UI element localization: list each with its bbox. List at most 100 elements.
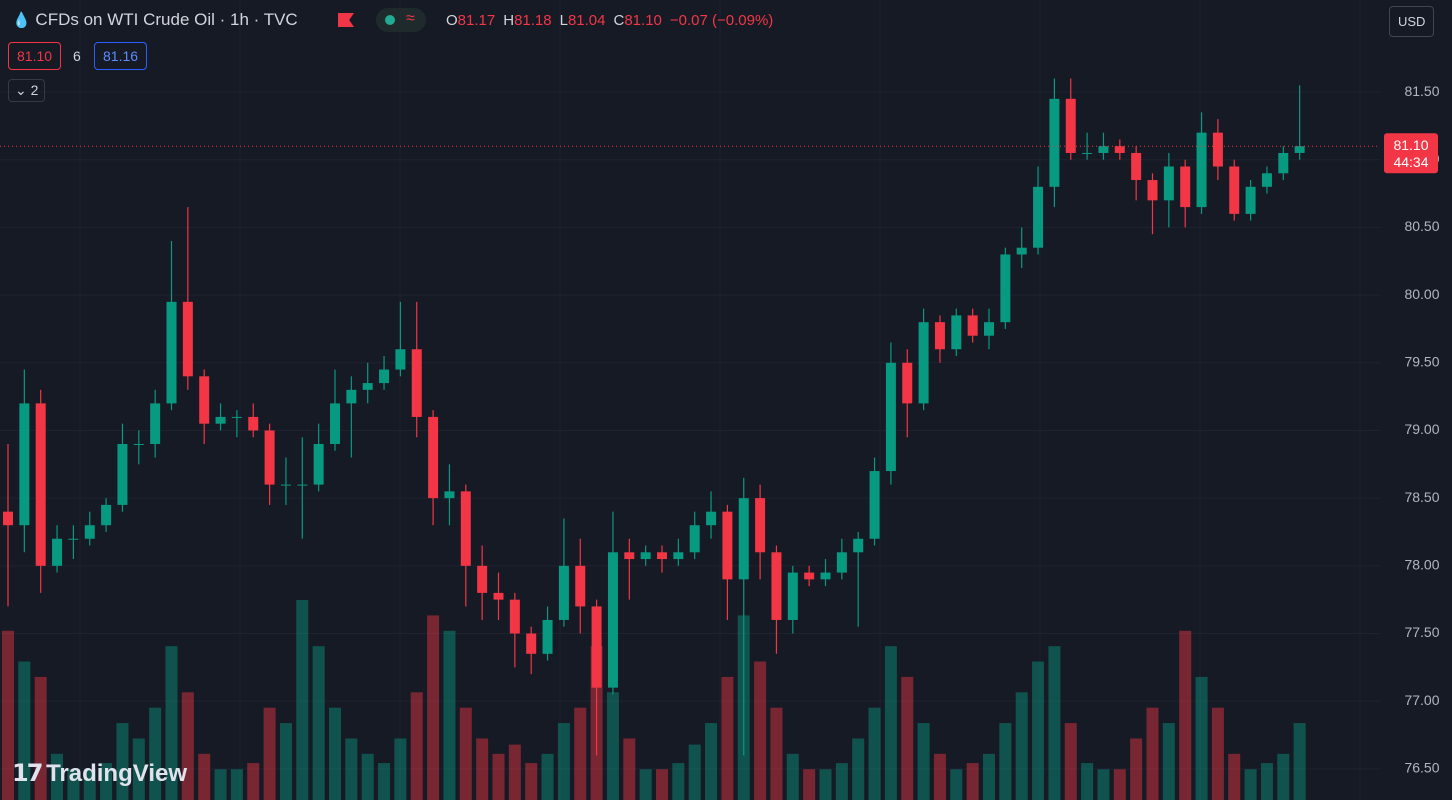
candle-body (362, 383, 373, 390)
y-tick-label: 77.00 (1404, 692, 1439, 708)
candle-body (444, 491, 455, 499)
volume-bar (51, 753, 64, 800)
candle-body (689, 525, 700, 553)
volume-bar (917, 723, 930, 800)
ohlc-value: 81.17 (457, 12, 496, 29)
volume-bar (100, 763, 113, 800)
candle-body (738, 498, 749, 580)
volume-bar (361, 753, 374, 800)
volume-bar (230, 769, 243, 800)
candle-body (231, 416, 242, 418)
volume-bar (606, 692, 619, 800)
candle-body (967, 315, 978, 336)
candle-body (1229, 166, 1240, 214)
candle-body (395, 349, 406, 370)
volume-bar (901, 676, 914, 800)
candle-body (101, 504, 112, 526)
volume-bar (508, 744, 521, 800)
symbol-title[interactable]: CFDs on WTI Crude Oil · 1h · TVC (35, 10, 298, 29)
volume-bar (263, 707, 276, 800)
status-pill[interactable]: ≈ (376, 8, 426, 32)
volume-bar (165, 646, 178, 800)
y-tick-label: 80.00 (1404, 286, 1439, 302)
volume-bar (966, 763, 979, 800)
price-tag-label: 81.10 (1393, 137, 1428, 153)
candle-body (133, 443, 144, 445)
candle-body (1131, 152, 1142, 181)
candle-body (591, 606, 602, 688)
candle-body (1245, 186, 1256, 214)
volume-bar (525, 763, 538, 800)
candle-body (787, 572, 798, 620)
volume-bar (1130, 738, 1143, 800)
candle-body (264, 430, 275, 485)
volume-bar (1064, 723, 1077, 800)
volume-bar (770, 707, 783, 800)
candle-body (297, 484, 308, 486)
volume-bar (83, 769, 96, 800)
candle-body (248, 416, 259, 431)
y-tick-label: 78.00 (1404, 557, 1439, 573)
candle-body (1098, 146, 1109, 153)
candle-body (346, 389, 357, 404)
title-row: 💧 CFDs on WTI Crude Oil · 1h · TVC (12, 10, 298, 30)
volume-bar (67, 769, 80, 800)
volume-bar (754, 661, 767, 800)
volume-bar (1211, 707, 1224, 800)
indicators-toggle[interactable]: ⌄ 2 (8, 79, 46, 102)
candle-body (3, 511, 13, 526)
candle-body (885, 362, 896, 472)
volume-bar (557, 723, 570, 800)
volume-bar (198, 753, 211, 800)
volume-bar (410, 692, 423, 800)
candle-body (477, 565, 488, 593)
volume-bar (950, 769, 963, 800)
volume-bar (999, 723, 1012, 800)
sell-button[interactable]: 81.10 (8, 42, 62, 70)
volume-bar (116, 723, 129, 800)
volume-bar (329, 707, 341, 800)
candle-body (84, 525, 95, 539)
volume-bar (884, 646, 897, 800)
volume-bar (803, 769, 816, 800)
flag-icon[interactable] (338, 13, 354, 27)
volume-bar (672, 763, 685, 800)
candle-body (951, 315, 962, 350)
currency-button[interactable]: USD (1389, 6, 1435, 37)
volume-bar (132, 738, 145, 800)
candle-body (771, 552, 782, 620)
ohlc-label: O (446, 12, 458, 29)
change: −0.07 (−0.09%) (669, 12, 774, 29)
y-tick-label: 77.50 (1404, 624, 1439, 640)
candle-body (411, 349, 422, 417)
y-tick-label: 79.00 (1404, 421, 1439, 437)
volume-bar (492, 753, 505, 800)
candle-body (542, 619, 553, 654)
candle-body (166, 301, 177, 404)
candle-body (1212, 132, 1223, 167)
y-tick-label: 81.50 (1404, 83, 1439, 99)
buy-button[interactable]: 81.16 (94, 42, 148, 70)
candle-body (182, 301, 193, 377)
volume-bar (149, 707, 162, 800)
volume-bar (394, 738, 407, 800)
volume-bar (868, 707, 881, 800)
y-tick-label: 78.50 (1404, 489, 1439, 505)
volume-bar (983, 753, 995, 800)
candle-body (526, 633, 537, 654)
chevron: ⌄ (15, 82, 31, 98)
candle-body (918, 322, 929, 404)
volume-bar (1277, 753, 1290, 800)
brand-logo[interactable]: 𝟭𝟳 TradingView (12, 759, 187, 788)
candle-body (558, 565, 569, 620)
candle-body (657, 552, 667, 560)
volume-bar (443, 630, 456, 800)
volume-bar (705, 723, 718, 800)
candle-body (1000, 254, 1011, 323)
volume-bar (541, 753, 554, 800)
candle-body (1065, 98, 1076, 153)
volume-bar (1179, 630, 1192, 800)
candle-body (1261, 173, 1272, 187)
candle-body (853, 538, 864, 553)
volume-bar (1195, 676, 1208, 800)
